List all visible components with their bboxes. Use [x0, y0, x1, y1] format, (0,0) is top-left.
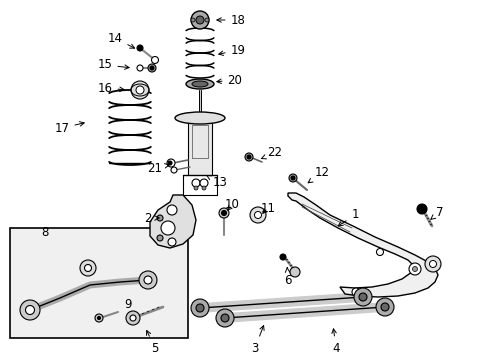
Polygon shape: [150, 195, 196, 248]
Circle shape: [204, 18, 208, 22]
Circle shape: [280, 254, 285, 260]
Text: 13: 13: [206, 175, 227, 189]
Text: 5: 5: [146, 330, 159, 355]
Text: 16: 16: [97, 81, 124, 94]
Circle shape: [130, 315, 136, 321]
Circle shape: [167, 159, 175, 167]
Circle shape: [412, 266, 417, 271]
Ellipse shape: [192, 81, 207, 87]
Text: 21: 21: [147, 162, 169, 175]
Circle shape: [143, 276, 152, 284]
Circle shape: [137, 45, 142, 51]
Circle shape: [289, 267, 299, 277]
Circle shape: [428, 261, 436, 267]
Circle shape: [20, 300, 40, 320]
Circle shape: [221, 211, 226, 216]
Text: 22: 22: [261, 147, 282, 159]
Circle shape: [290, 176, 294, 180]
Circle shape: [249, 207, 265, 223]
Circle shape: [191, 18, 195, 22]
Circle shape: [424, 256, 440, 272]
Circle shape: [246, 155, 250, 159]
Circle shape: [161, 221, 175, 235]
Text: 12: 12: [307, 166, 329, 183]
Text: 14: 14: [107, 31, 134, 48]
Circle shape: [157, 235, 163, 241]
Circle shape: [139, 271, 157, 289]
Circle shape: [353, 288, 371, 306]
Bar: [10, 228, 187, 338]
Circle shape: [137, 65, 142, 71]
Circle shape: [84, 265, 91, 271]
Text: 19: 19: [218, 44, 245, 57]
Circle shape: [97, 316, 101, 320]
Circle shape: [148, 64, 156, 72]
Circle shape: [192, 179, 200, 187]
Circle shape: [221, 314, 228, 322]
Circle shape: [131, 81, 149, 99]
Circle shape: [150, 66, 154, 70]
Text: 10: 10: [224, 198, 239, 211]
Circle shape: [416, 204, 426, 214]
Circle shape: [171, 167, 177, 173]
Text: 8: 8: [41, 226, 49, 239]
Circle shape: [216, 309, 234, 327]
Text: 6: 6: [284, 267, 291, 287]
Circle shape: [167, 205, 177, 215]
Circle shape: [80, 260, 96, 276]
Text: 2: 2: [144, 211, 159, 225]
Circle shape: [202, 186, 205, 190]
Text: 9: 9: [124, 298, 131, 311]
Text: 20: 20: [216, 73, 242, 86]
Circle shape: [25, 306, 35, 315]
Circle shape: [136, 86, 143, 94]
Circle shape: [219, 208, 228, 218]
Circle shape: [191, 299, 208, 317]
Circle shape: [351, 288, 359, 296]
Circle shape: [408, 263, 420, 275]
Text: 3: 3: [251, 325, 264, 355]
Circle shape: [194, 186, 198, 190]
Polygon shape: [287, 193, 437, 297]
Circle shape: [126, 311, 140, 325]
Circle shape: [168, 238, 176, 246]
Circle shape: [157, 215, 163, 221]
Circle shape: [375, 298, 393, 316]
Circle shape: [196, 304, 203, 312]
Circle shape: [151, 57, 158, 63]
Text: 17: 17: [54, 122, 84, 135]
Circle shape: [168, 161, 172, 165]
Circle shape: [196, 16, 203, 24]
Circle shape: [191, 11, 208, 29]
Bar: [187, 118, 212, 175]
Circle shape: [200, 179, 207, 187]
Circle shape: [376, 248, 383, 256]
Text: 15: 15: [98, 58, 129, 72]
Ellipse shape: [175, 112, 224, 124]
Text: 11: 11: [260, 202, 275, 215]
Ellipse shape: [185, 79, 214, 89]
Circle shape: [288, 174, 296, 182]
Circle shape: [244, 153, 252, 161]
Circle shape: [358, 293, 366, 301]
Circle shape: [95, 314, 103, 322]
Circle shape: [380, 303, 388, 311]
Circle shape: [254, 211, 261, 219]
Text: 1: 1: [338, 208, 358, 226]
Text: 18: 18: [216, 13, 245, 27]
Text: 7: 7: [430, 206, 443, 219]
Text: 4: 4: [331, 329, 339, 355]
